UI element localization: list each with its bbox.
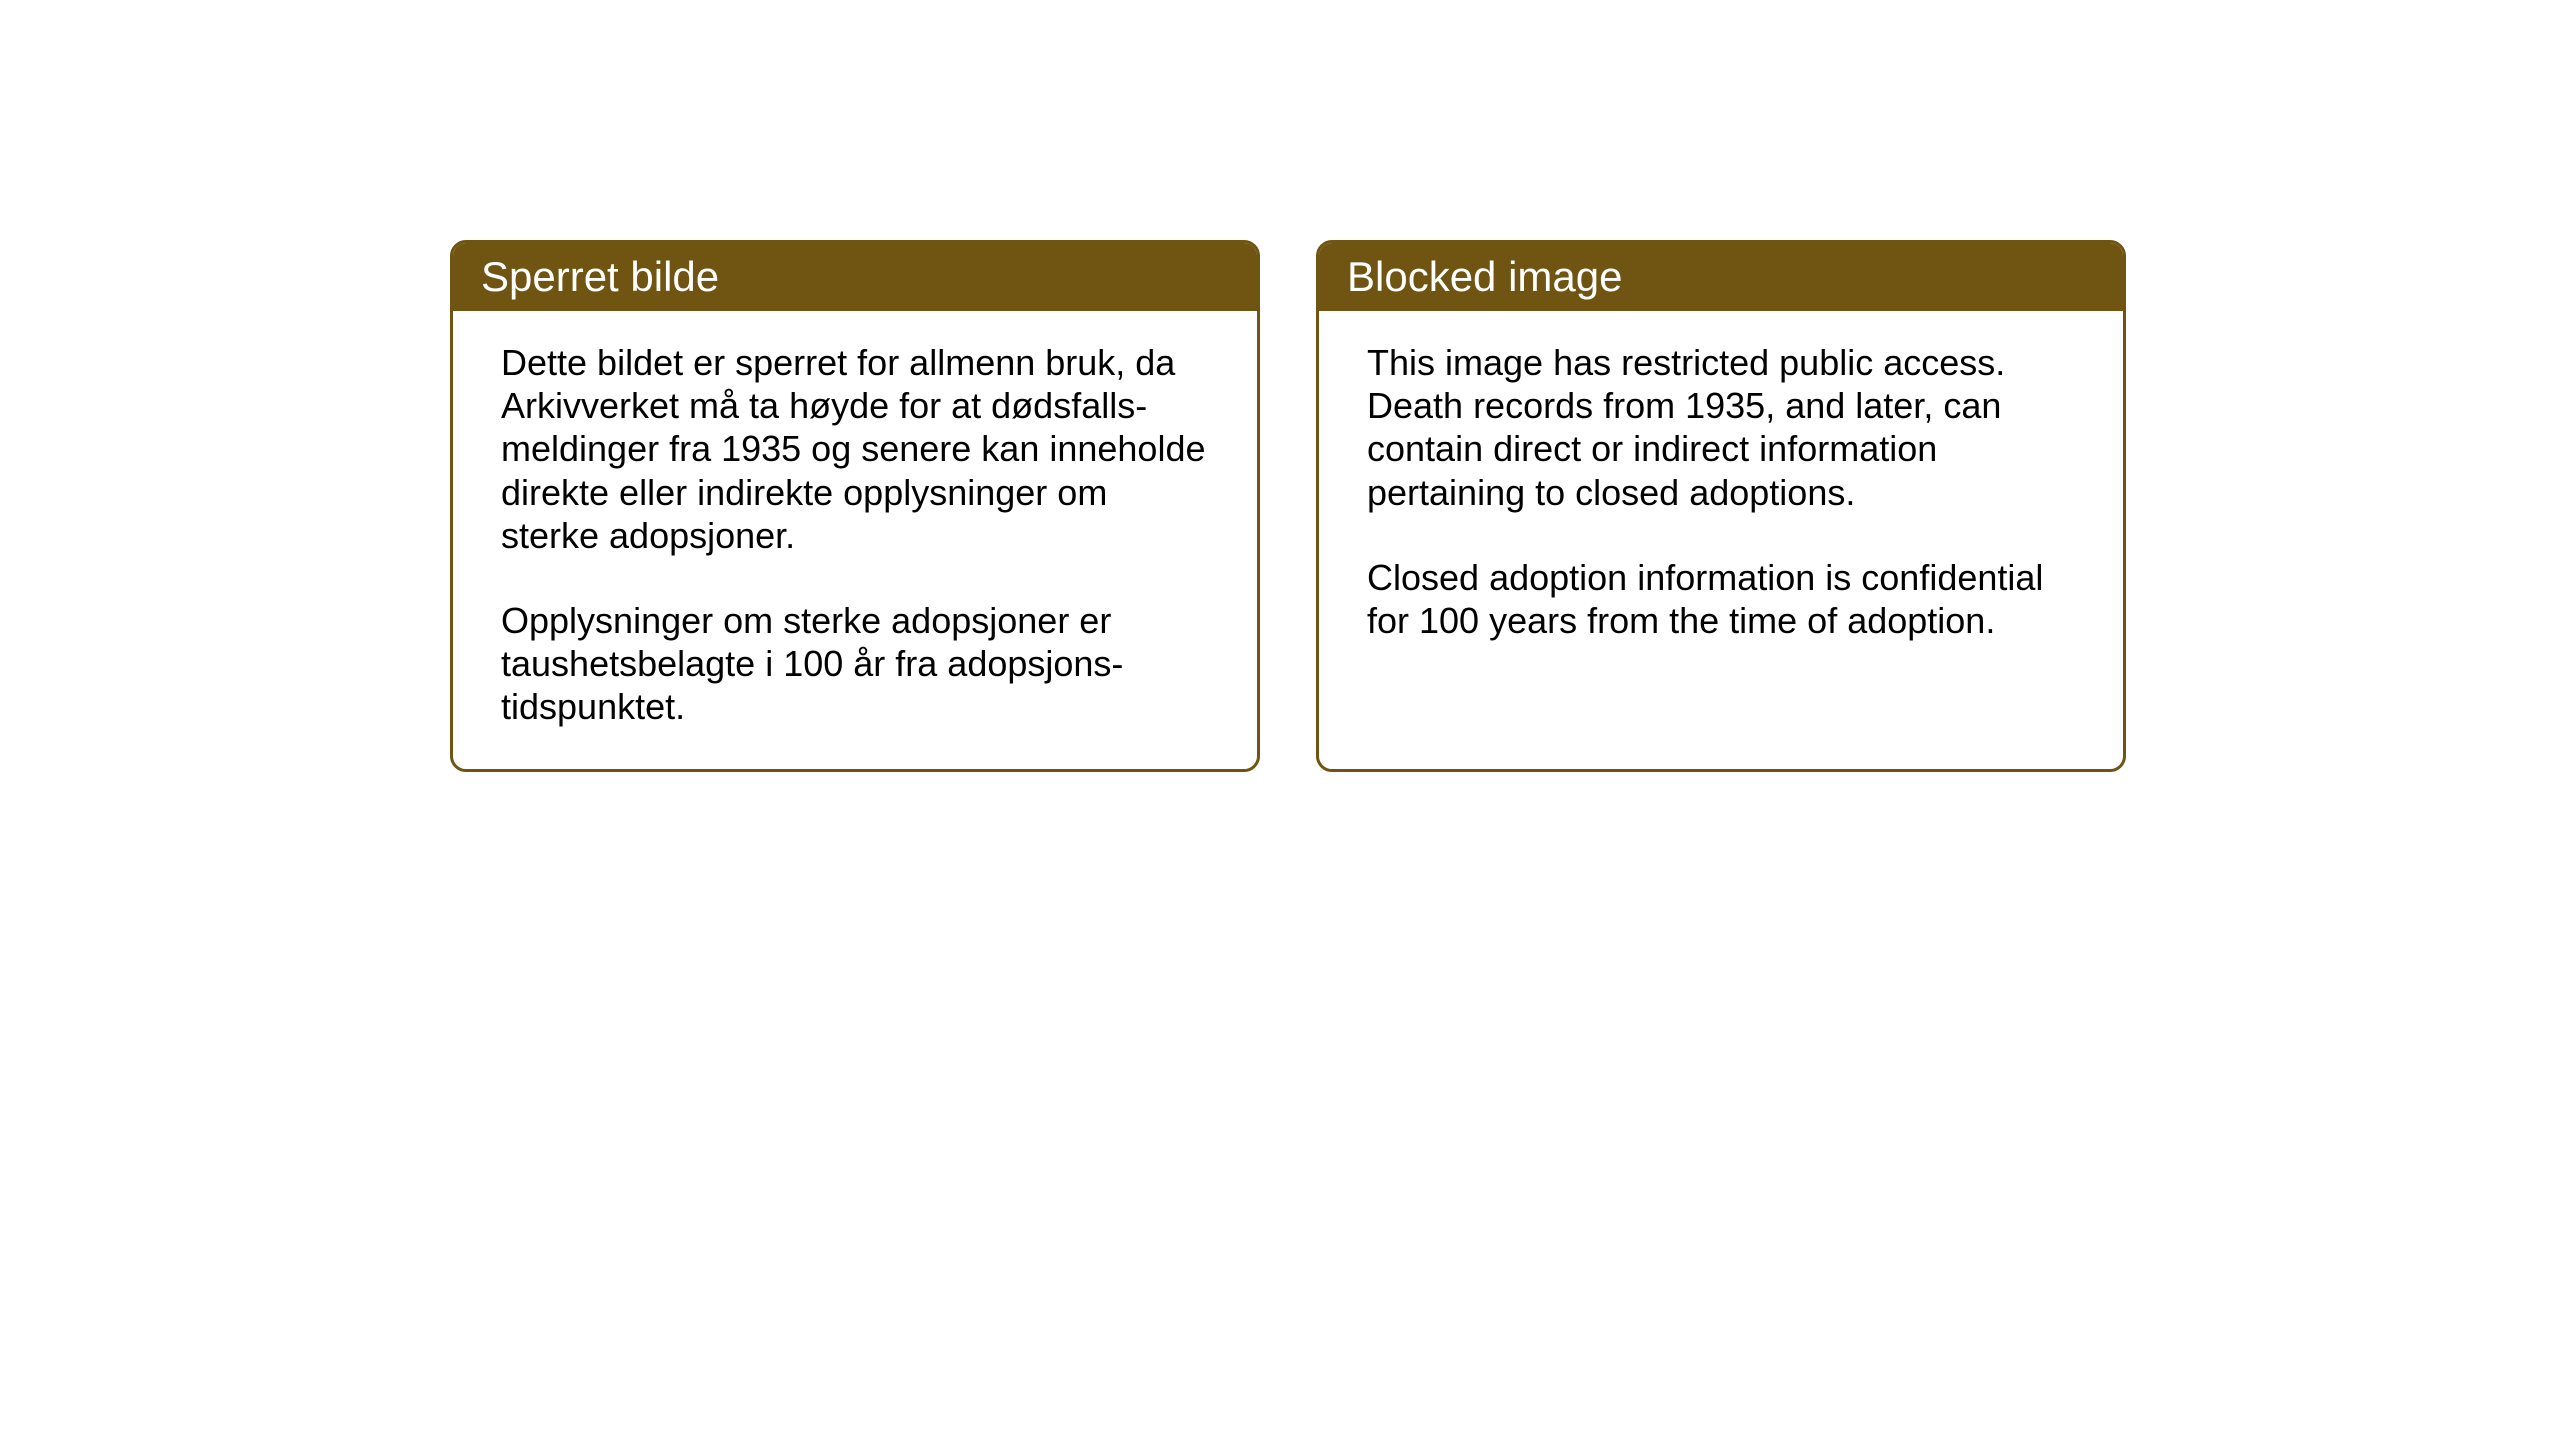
english-card: Blocked image This image has restricted … [1316,240,2126,772]
norwegian-card-title: Sperret bilde [453,243,1257,311]
english-card-title: Blocked image [1319,243,2123,311]
english-paragraph-2: Closed adoption information is confident… [1367,556,2075,642]
norwegian-card: Sperret bilde Dette bildet er sperret fo… [450,240,1260,772]
english-card-body: This image has restricted public access.… [1319,311,2123,682]
norwegian-card-body: Dette bildet er sperret for allmenn bruk… [453,311,1257,769]
norwegian-paragraph-1: Dette bildet er sperret for allmenn bruk… [501,341,1209,557]
english-paragraph-1: This image has restricted public access.… [1367,341,2075,514]
norwegian-paragraph-2: Opplysninger om sterke adopsjoner er tau… [501,599,1209,729]
cards-container: Sperret bilde Dette bildet er sperret fo… [450,240,2126,772]
